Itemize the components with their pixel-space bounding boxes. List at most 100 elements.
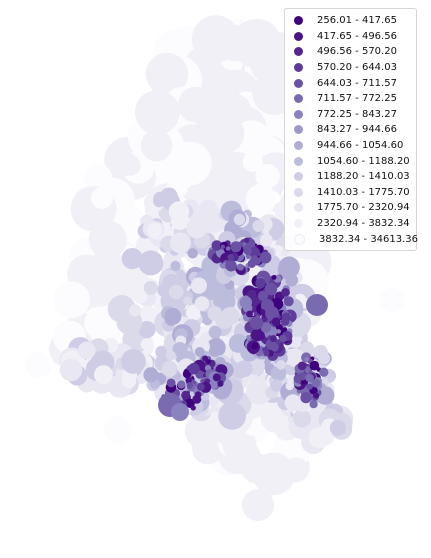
legend-swatch-icon — [294, 233, 305, 245]
map-region — [264, 282, 278, 296]
map-region — [329, 419, 346, 436]
legend-label: 944.66 - 1054.60 — [317, 140, 404, 152]
map-region — [177, 86, 214, 123]
map-region — [233, 213, 246, 226]
map-region — [242, 489, 274, 521]
map-region — [188, 362, 200, 375]
map-region — [242, 295, 250, 303]
map-region — [283, 296, 294, 307]
legend-swatch-icon — [294, 78, 303, 88]
map-region — [53, 281, 90, 319]
map-region — [77, 341, 96, 360]
legend-item: 772.25 - 843.27 — [285, 107, 416, 123]
map-region — [252, 220, 265, 232]
legend-label: 2320.94 - 3832.34 — [317, 218, 410, 230]
legend-swatch-icon — [294, 63, 303, 73]
map-region — [91, 187, 113, 209]
map-region — [25, 352, 51, 378]
map-region — [252, 452, 296, 496]
map-region — [208, 325, 222, 339]
map-region — [191, 15, 240, 63]
legend-swatch-icon — [294, 156, 303, 166]
legend-swatch-icon — [294, 47, 303, 57]
map-region — [297, 361, 307, 371]
legend-item: 944.66 - 1054.60 — [285, 138, 416, 154]
legend-label: 570.20 - 644.03 — [317, 62, 397, 74]
map-region — [220, 244, 226, 249]
map-region — [206, 338, 226, 358]
legend-item: 1188.20 - 1410.03 — [285, 169, 416, 185]
map-region — [257, 290, 269, 301]
map-region — [282, 327, 288, 332]
map-region — [133, 289, 148, 304]
map-region — [309, 400, 318, 409]
map-region — [276, 339, 281, 345]
map-region — [251, 342, 259, 350]
legend-item: 1775.70 - 2320.94 — [285, 200, 416, 216]
map-region — [276, 329, 282, 334]
map-region — [138, 321, 156, 339]
legend-swatch-icon — [294, 125, 303, 135]
legend-item: 570.20 - 644.03 — [285, 60, 416, 76]
map-region — [243, 246, 252, 255]
map-region — [211, 240, 223, 251]
map-region — [187, 248, 198, 259]
map-region — [212, 373, 221, 382]
map-region — [190, 405, 196, 411]
map-region — [194, 347, 205, 357]
map-region — [140, 338, 153, 351]
legend-swatch-icon — [294, 172, 303, 182]
map-region — [260, 322, 272, 333]
map-region — [270, 379, 283, 392]
map-region — [147, 222, 163, 238]
map-region — [279, 334, 287, 343]
map-region — [221, 306, 240, 325]
map-region — [170, 260, 181, 271]
map-region — [280, 256, 299, 275]
map-region — [171, 403, 189, 421]
map-region — [194, 296, 210, 311]
legend-swatch-icon — [294, 219, 303, 229]
map-region — [165, 314, 177, 326]
legend-item: 256.01 - 417.65 — [285, 13, 416, 29]
map-region — [143, 280, 158, 295]
map-region — [276, 360, 286, 370]
legend-label: 1410.03 - 1775.70 — [317, 186, 410, 198]
map-region — [225, 246, 231, 251]
legend-swatch-icon — [294, 109, 303, 119]
legend-swatch-icon — [294, 31, 303, 41]
map-region — [244, 237, 250, 243]
legend-label: 417.65 - 496.56 — [317, 30, 397, 42]
map-region — [168, 201, 190, 222]
map-region — [213, 295, 225, 307]
map-region — [135, 89, 180, 135]
map-region — [269, 335, 277, 343]
map-region — [246, 378, 273, 405]
map-region — [207, 281, 222, 296]
map-region — [216, 380, 224, 387]
map-region — [309, 360, 320, 371]
map-region — [153, 191, 168, 206]
legend-item: 3832.34 - 34613.36 — [285, 231, 418, 247]
map-region — [255, 164, 280, 189]
map-region — [311, 378, 321, 388]
legend-swatch-icon — [294, 94, 303, 104]
map-region — [208, 396, 219, 407]
legend-item: 496.56 - 570.20 — [285, 44, 416, 60]
map-region — [236, 263, 244, 271]
legend-item: 711.57 - 772.25 — [285, 91, 416, 107]
legend-swatch-icon — [294, 187, 303, 197]
legend-item: 2320.94 - 3832.34 — [285, 216, 416, 232]
map-region — [137, 306, 159, 327]
map-region — [186, 217, 208, 239]
legend-label: 256.01 - 417.65 — [317, 15, 397, 27]
map-region — [230, 241, 242, 253]
map-region — [263, 350, 270, 357]
map-region — [313, 392, 320, 399]
legend-swatch-icon — [294, 16, 303, 26]
map-region — [227, 254, 235, 261]
map-region — [231, 362, 248, 379]
map-region — [177, 380, 186, 389]
map-region — [281, 288, 290, 297]
map-region — [140, 129, 173, 162]
